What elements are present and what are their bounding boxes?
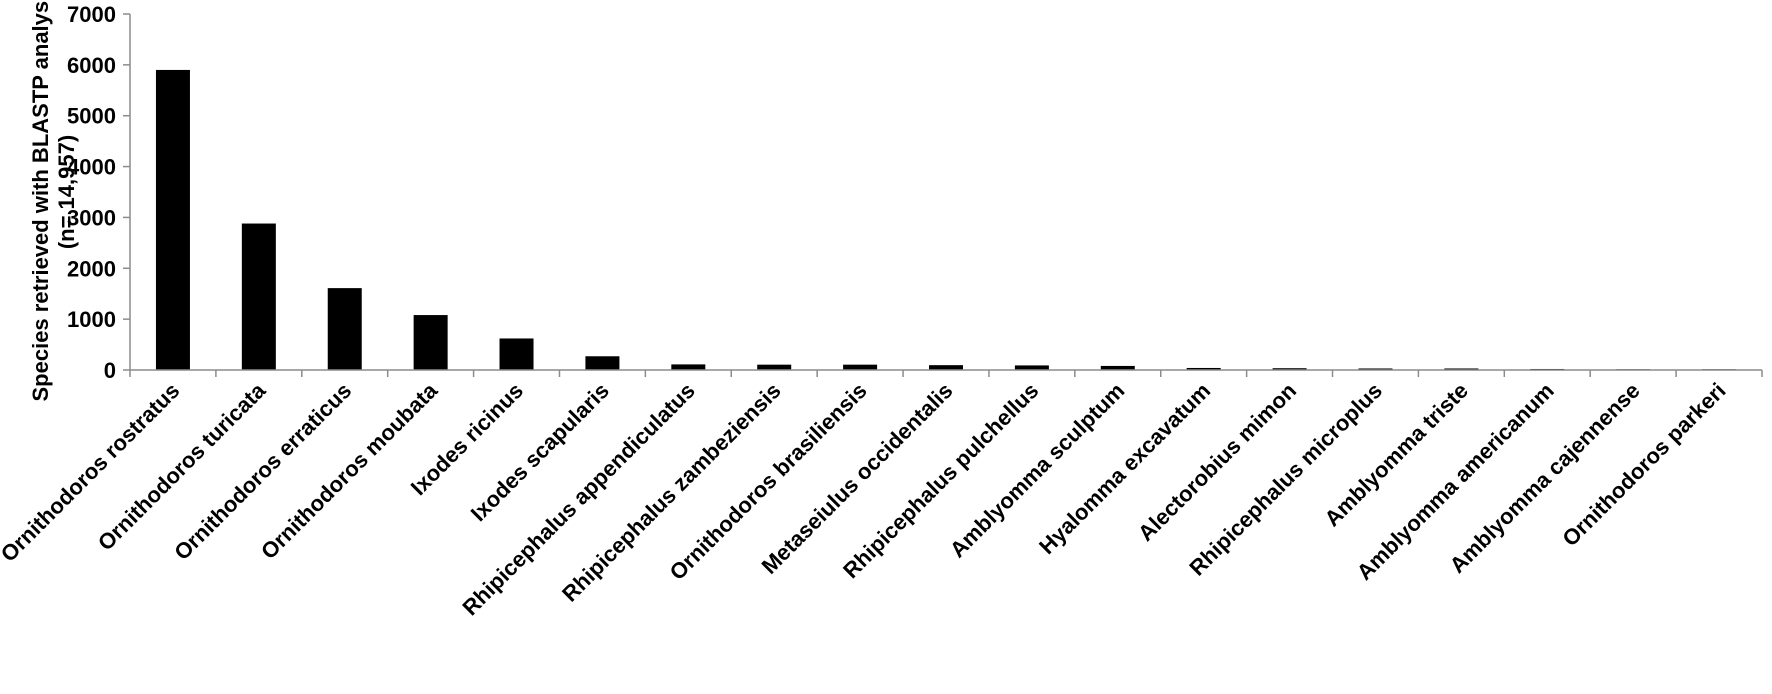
bar [929, 365, 963, 370]
y-axis-title-line: (n= 14,957) [54, 135, 79, 249]
bar [241, 223, 276, 370]
y-tick-label: 6000 [67, 53, 116, 78]
x-category-label: Hyalomma excavatum [1034, 378, 1215, 559]
x-category-label: Amblyomma triste [1319, 378, 1472, 531]
y-tick-label: 1000 [67, 307, 116, 332]
y-tick-label: 3000 [67, 205, 116, 230]
x-category-label: Ornithodoros moubata [256, 377, 443, 564]
bar [671, 364, 706, 370]
y-axis-title: Species retrieved with BLASTP analysis (n… [28, 0, 79, 402]
y-axis-title-line: Species retrieved with BLASTP analysis [28, 0, 53, 402]
bar [327, 288, 362, 370]
y-tick-label: 4000 [67, 155, 116, 180]
x-category-label: Ornithodoros erraticus [169, 378, 356, 565]
x-category-label: Ornithodoros turicata [93, 377, 271, 555]
bar [1272, 368, 1307, 370]
y-tick-label: 0 [104, 358, 116, 383]
y-tick-label: 2000 [67, 256, 116, 281]
y-axis-ticks: 0 1000 2000 3000 4000 5000 6000 7000 [67, 2, 130, 383]
bar [1186, 367, 1221, 370]
bar [757, 364, 792, 370]
bar [843, 364, 878, 370]
bar [499, 338, 534, 370]
y-tick-label: 5000 [67, 104, 116, 129]
x-category-label: Amblyomma sculptum [945, 378, 1130, 563]
x-category-label: Ornithodoros parkeri [1557, 378, 1730, 551]
x-category-label: Alectorobius mimon [1133, 378, 1301, 546]
bar [413, 315, 448, 370]
bar [1014, 365, 1049, 370]
y-tick-label: 7000 [67, 2, 116, 27]
bar [585, 356, 620, 370]
x-axis-ticks [129, 370, 1763, 377]
bars [155, 69, 1737, 370]
bar [1444, 368, 1479, 370]
axes [129, 14, 1762, 371]
bar [1358, 368, 1393, 370]
bar [1100, 365, 1135, 370]
bar [155, 69, 190, 370]
